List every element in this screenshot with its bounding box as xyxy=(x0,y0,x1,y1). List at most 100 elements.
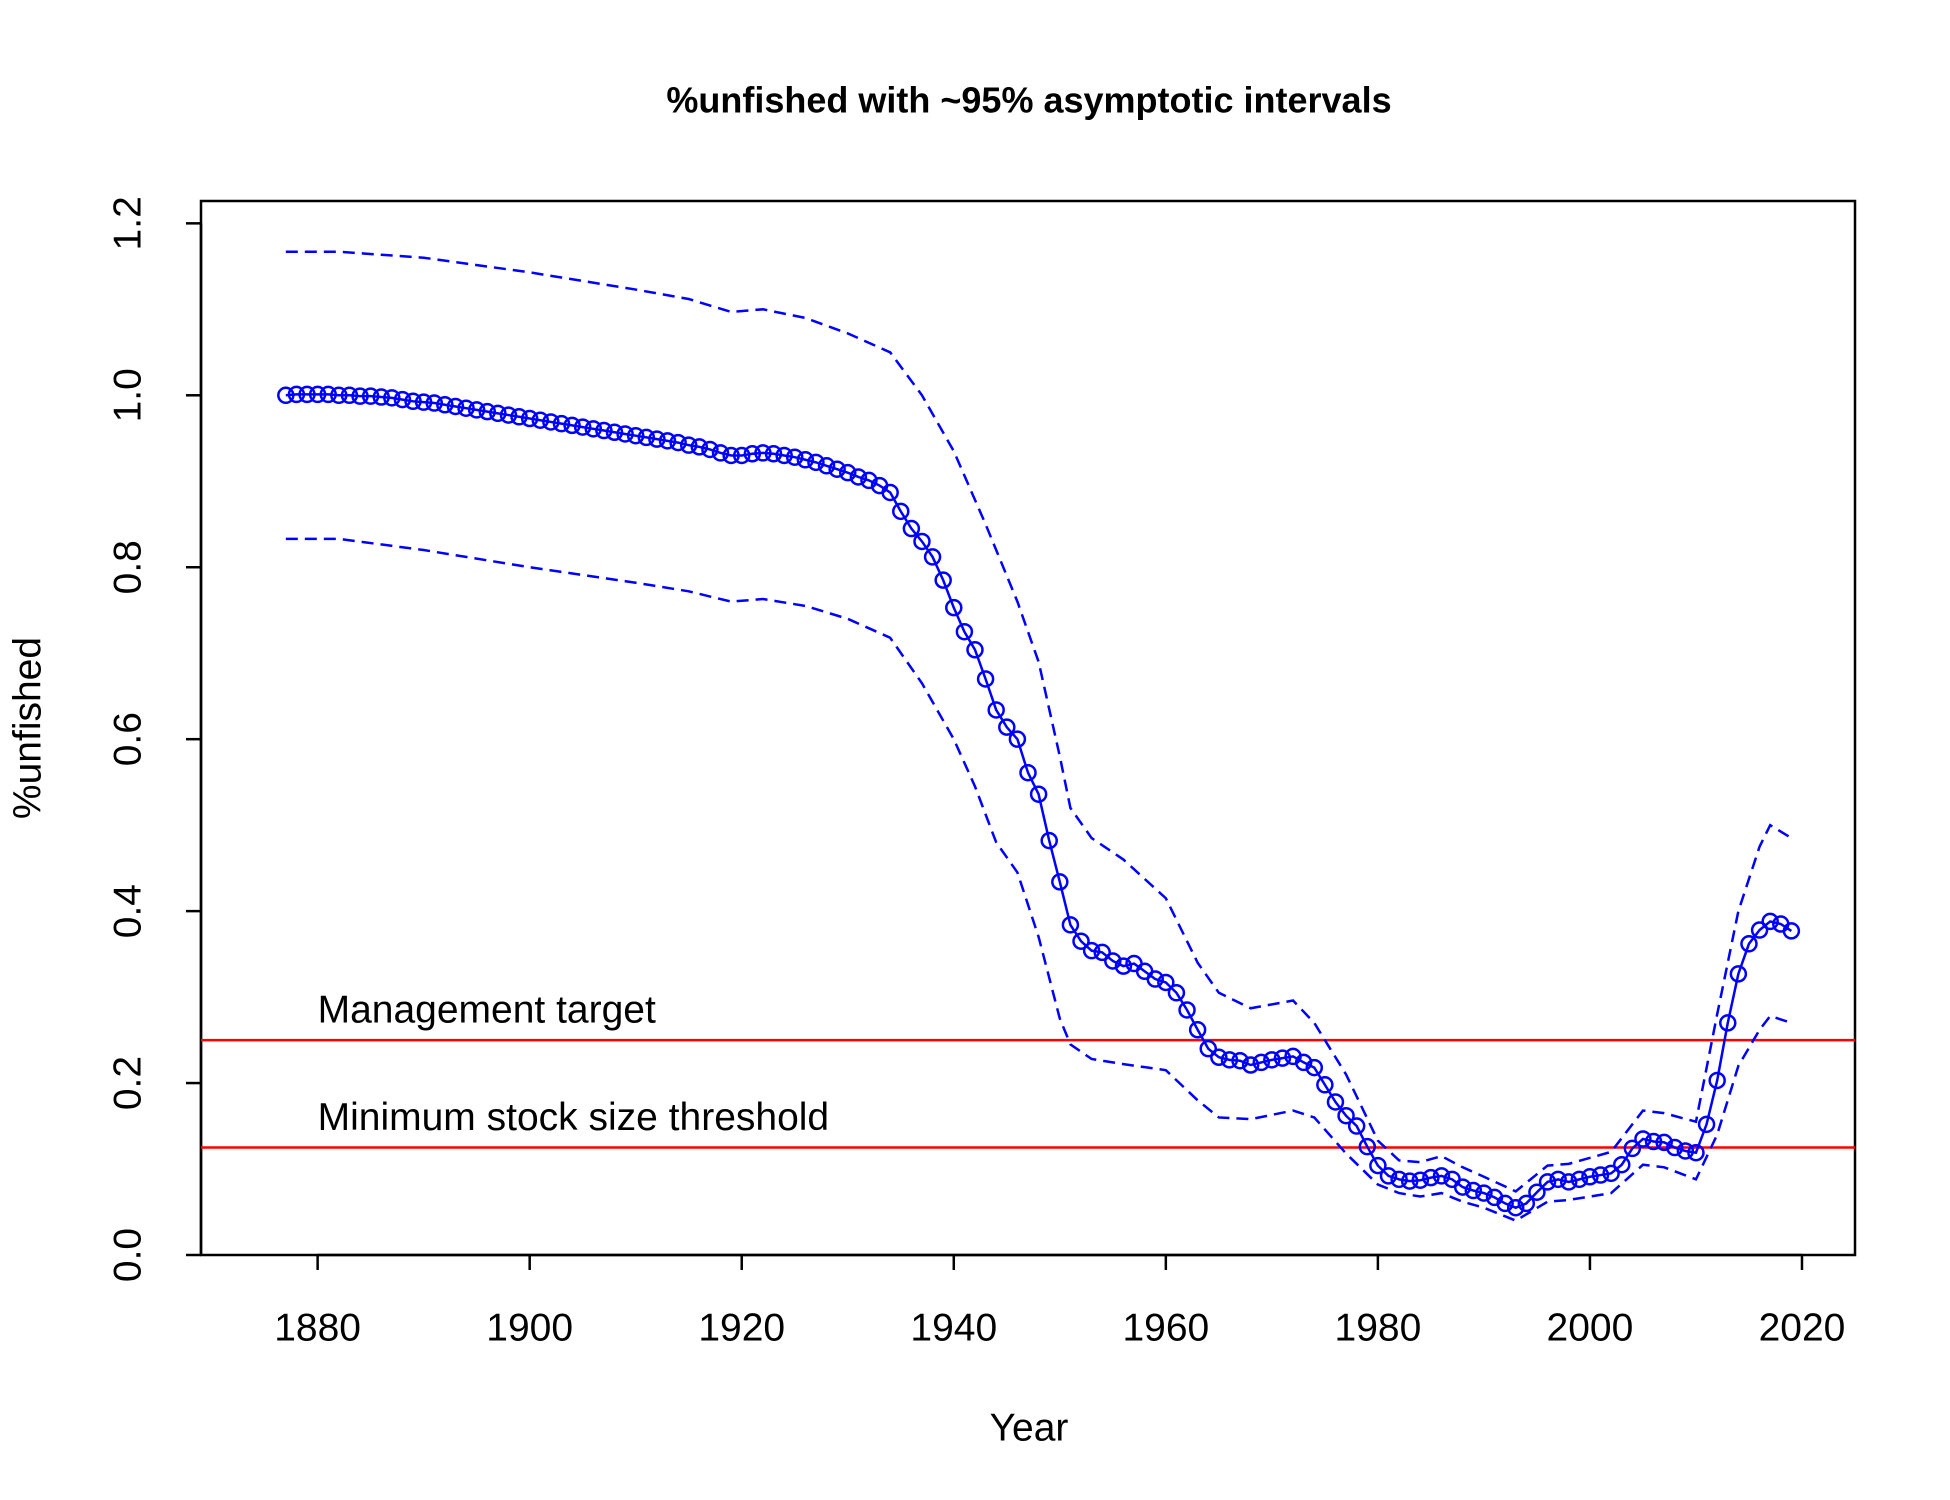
point xyxy=(1241,1056,1260,1074)
point xyxy=(1581,1168,1599,1186)
point xyxy=(552,414,571,433)
point xyxy=(669,433,687,452)
point xyxy=(531,411,550,429)
point xyxy=(277,386,295,405)
point xyxy=(436,396,454,414)
point xyxy=(955,622,974,641)
point xyxy=(1316,1076,1334,1094)
point xyxy=(1782,922,1801,940)
point xyxy=(1697,1115,1716,1134)
point xyxy=(945,598,963,617)
point xyxy=(1644,1132,1663,1151)
point xyxy=(1464,1181,1483,1200)
point xyxy=(976,670,995,688)
point xyxy=(860,471,878,490)
point xyxy=(404,392,422,411)
point xyxy=(701,440,719,459)
point xyxy=(902,519,921,538)
y-tick-label: 1.2 xyxy=(106,196,149,250)
point xyxy=(1008,730,1027,748)
point xyxy=(1326,1093,1345,1111)
point xyxy=(1146,970,1164,988)
point xyxy=(1337,1106,1355,1125)
point xyxy=(1167,984,1186,1002)
point xyxy=(743,445,762,463)
x-tick-label: 1920 xyxy=(698,1306,785,1349)
point xyxy=(1305,1058,1324,1077)
y-tick-label: 0.8 xyxy=(106,540,149,594)
point xyxy=(467,401,486,419)
point xyxy=(1422,1168,1440,1187)
point xyxy=(648,430,666,448)
x-tick-label: 1940 xyxy=(910,1306,997,1349)
point xyxy=(1114,957,1133,975)
point xyxy=(1199,1039,1217,1058)
y-tick-label: 0.6 xyxy=(106,712,149,766)
point xyxy=(340,386,359,405)
point xyxy=(1411,1171,1430,1189)
point xyxy=(1188,1021,1207,1039)
point xyxy=(796,451,815,469)
point xyxy=(605,423,624,442)
point xyxy=(510,408,528,426)
point xyxy=(807,453,825,472)
point xyxy=(1263,1051,1281,1069)
point xyxy=(679,436,698,454)
chart-title: %unfished with ~95% asymptotic intervals xyxy=(666,80,1391,121)
point xyxy=(1210,1048,1228,1067)
point xyxy=(1061,916,1080,934)
point xyxy=(383,389,401,407)
y-tick-label: 0.4 xyxy=(106,884,149,938)
y-tick-label: 1.0 xyxy=(106,368,149,422)
point xyxy=(573,418,592,436)
point xyxy=(489,404,507,423)
point xyxy=(1379,1167,1398,1185)
point xyxy=(1591,1166,1610,1184)
point xyxy=(1570,1170,1589,1189)
x-tick-label: 2020 xyxy=(1759,1306,1846,1349)
point xyxy=(446,397,465,416)
point xyxy=(1453,1178,1472,1196)
x-tick-label: 2000 xyxy=(1547,1306,1634,1349)
point xyxy=(1708,1071,1726,1090)
point xyxy=(1517,1194,1536,1213)
point xyxy=(1506,1198,1525,1217)
point xyxy=(764,445,783,463)
y-tick-label: 0.2 xyxy=(106,1056,149,1110)
point xyxy=(690,438,709,456)
x-tick-label: 1900 xyxy=(486,1306,573,1349)
point xyxy=(1273,1049,1292,1067)
x-tick-label: 1960 xyxy=(1122,1306,1209,1349)
x-axis-label: Year xyxy=(990,1406,1069,1449)
point xyxy=(658,432,677,450)
point xyxy=(637,428,656,447)
interval-line xyxy=(285,537,1792,1223)
point xyxy=(563,416,581,435)
point xyxy=(351,387,369,405)
point xyxy=(923,548,942,566)
point xyxy=(1623,1139,1642,1158)
point xyxy=(1178,1001,1196,1019)
point xyxy=(1666,1138,1684,1157)
point xyxy=(1390,1170,1408,1189)
point xyxy=(1051,873,1069,891)
point xyxy=(1687,1143,1705,1162)
point xyxy=(1347,1117,1366,1135)
point xyxy=(287,385,306,404)
y-axis-label: %unfished xyxy=(6,637,49,819)
point xyxy=(1740,935,1758,953)
x-tick-label: 1880 xyxy=(274,1306,361,1349)
point xyxy=(817,457,836,475)
point xyxy=(1602,1164,1620,1183)
point xyxy=(785,448,804,466)
point xyxy=(987,701,1005,719)
point xyxy=(1655,1133,1673,1152)
point xyxy=(1019,763,1037,782)
point xyxy=(754,444,772,462)
point xyxy=(1634,1130,1652,1148)
point xyxy=(499,406,518,424)
point xyxy=(1358,1137,1377,1156)
point xyxy=(298,385,316,404)
point xyxy=(425,394,444,412)
